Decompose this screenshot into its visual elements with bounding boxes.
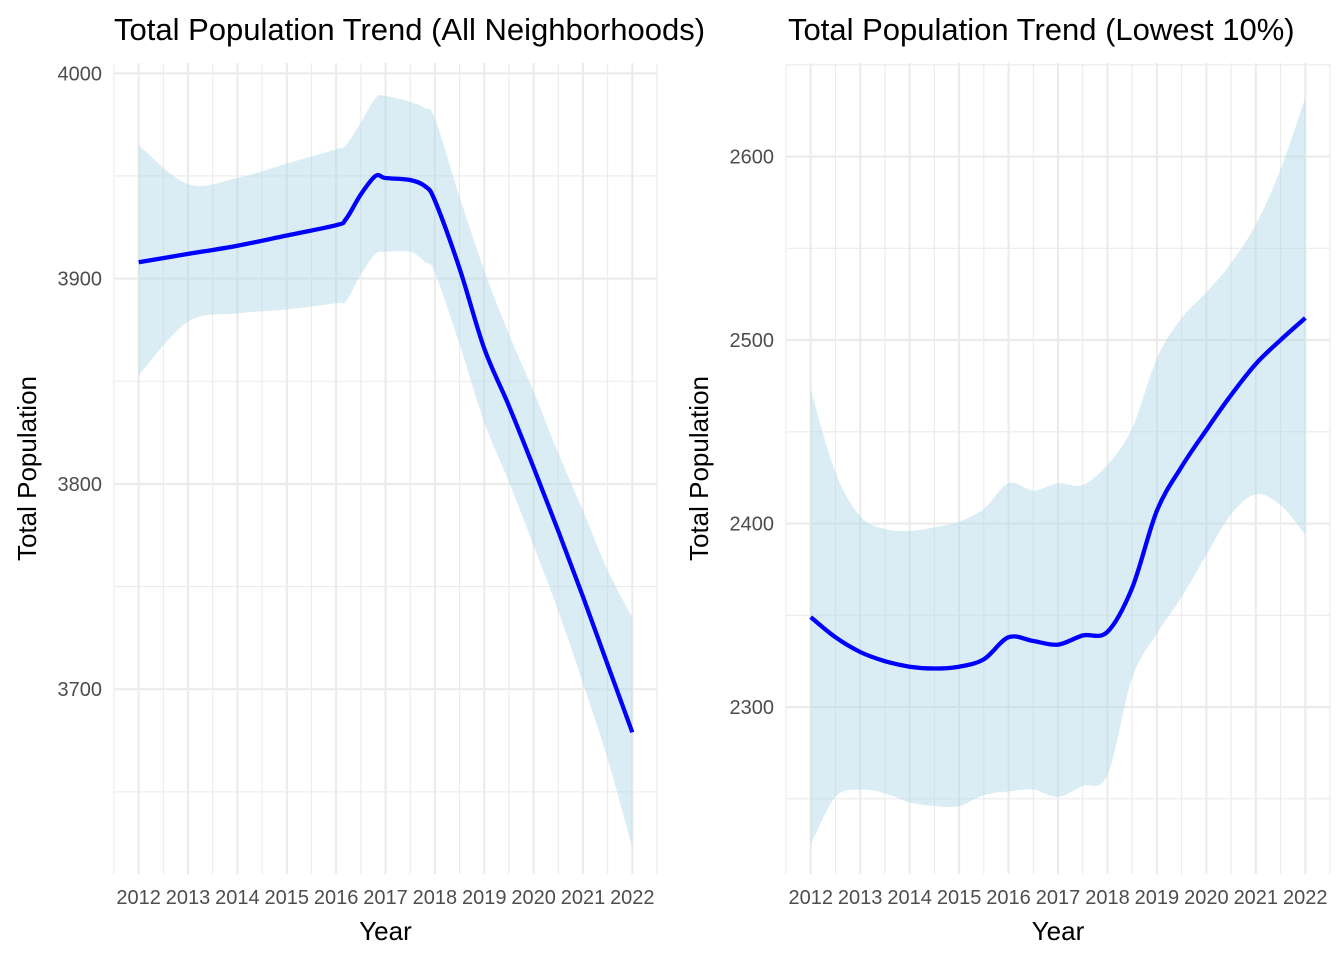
chart-title: Total Population Trend (Lowest 10%) (788, 12, 1295, 47)
y-axis-title: Total Population (684, 376, 714, 561)
x-tick-label: 2018 (413, 887, 458, 909)
x-tick-label: 2017 (1036, 887, 1081, 909)
y-axis-title: Total Population (12, 376, 42, 561)
x-tick-label: 2014 (887, 887, 932, 909)
x-axis-title: Year (359, 916, 412, 946)
y-tick-label: 4000 (58, 63, 103, 85)
confidence-band (810, 97, 1306, 845)
x-tick-label: 2016 (986, 887, 1031, 909)
x-tick-label: 2018 (1085, 887, 1130, 909)
chart-panel-2: 2300 2400 2500 2600 2012 2013 2014 2015 2016 2017… (684, 12, 1331, 946)
y-tick-label: 3800 (58, 474, 103, 496)
chart-panel-1: 3700 3800 3900 4000 2012 2013 2014 2015 2016 2017… (12, 12, 705, 946)
x-tick-label: 2022 (1283, 887, 1328, 909)
x-tick-label: 2014 (215, 887, 260, 909)
x-tick-label: 2013 (166, 887, 211, 909)
y-tick-label: 2400 (730, 514, 775, 536)
x-tick-label: 2013 (838, 887, 883, 909)
x-tick-label: 2022 (610, 887, 655, 909)
x-tick-label: 2021 (1234, 887, 1279, 909)
y-tick-label: 3700 (58, 679, 103, 701)
x-tick-label: 2017 (363, 887, 408, 909)
x-tick-label: 2019 (462, 887, 507, 909)
chart-title: Total Population Trend (All Neighborhood… (114, 12, 705, 47)
x-tick-label: 2012 (116, 887, 161, 909)
trend-line (809, 316, 1307, 671)
x-tick-label: 2020 (511, 887, 556, 909)
trend-line (138, 172, 635, 734)
y-tick-label: 2600 (730, 147, 775, 169)
y-tick-label: 2300 (730, 697, 775, 719)
x-tick-label: 2021 (561, 887, 606, 909)
x-tick-label: 2015 (265, 887, 310, 909)
y-tick-label: 2500 (730, 330, 775, 352)
y-tick-label: 3900 (58, 269, 103, 291)
x-tick-label: 2012 (788, 887, 833, 909)
x-tick-label: 2015 (937, 887, 982, 909)
x-axis-title: Year (1032, 916, 1085, 946)
x-tick-label: 2016 (314, 887, 359, 909)
x-tick-label: 2019 (1135, 887, 1180, 909)
x-tick-label: 2020 (1184, 887, 1229, 909)
confidence-band (138, 94, 633, 848)
